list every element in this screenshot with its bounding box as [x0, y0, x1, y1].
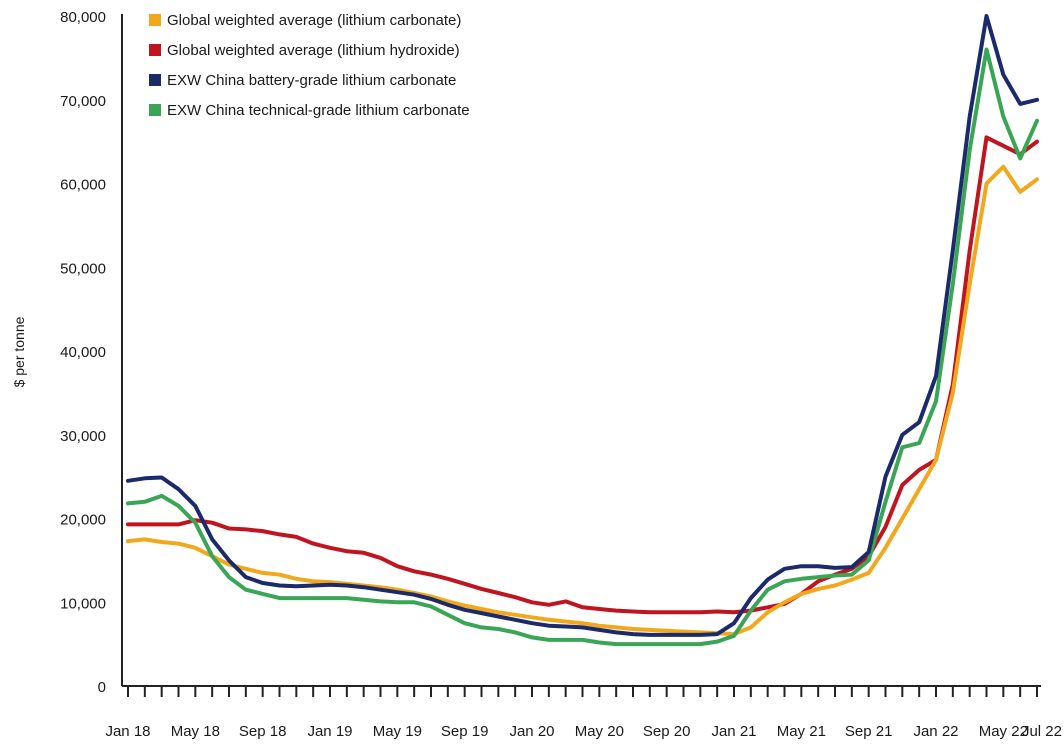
legend: Global weighted average (lithium carbona… — [149, 12, 470, 119]
y-tick-label: 50,000 — [60, 260, 106, 277]
series-line — [126, 47, 1039, 647]
x-tick-label: May 20 — [575, 723, 624, 740]
y-tick-label: 80,000 — [60, 9, 106, 26]
x-tick-label: Sep 18 — [239, 723, 287, 740]
y-tick-label: 30,000 — [60, 428, 106, 445]
x-tick-label: Jan 20 — [509, 723, 554, 740]
x-tick-label: Jan 21 — [711, 723, 756, 740]
x-tick-label: May 21 — [777, 723, 826, 740]
legend-swatch — [149, 74, 161, 86]
y-axis-label: $ per tonne — [11, 316, 27, 387]
x-tick-label: May 18 — [171, 723, 220, 740]
y-tick-label: 0 — [98, 679, 106, 696]
legend-label: Global weighted average (lithium carbona… — [167, 12, 461, 29]
x-axis: Jan 18 May 18 Sep 18 Jan 19 May 19 Sep 19 Jan … — [105, 685, 1062, 740]
x-tick-label: May 19 — [373, 723, 422, 740]
series-line — [126, 135, 1039, 615]
legend-swatch — [149, 44, 161, 56]
legend-swatch — [149, 104, 161, 116]
x-tick-label: Jul 22 — [1022, 723, 1062, 740]
legend-label: EXW China technical-grade lithium carbon… — [167, 102, 470, 119]
y-tick-label: 40,000 — [60, 344, 106, 361]
x-tick-label: Sep 19 — [441, 723, 489, 740]
y-tick-label: 10,000 — [60, 595, 106, 612]
series-line — [126, 164, 1039, 637]
x-tick-label: Jan 18 — [105, 723, 150, 740]
legend-label: EXW China battery-grade lithium carbonat… — [167, 72, 456, 89]
legend-swatch — [149, 14, 161, 26]
x-tick-label: Jan 19 — [307, 723, 352, 740]
y-axis: 0 10,000 20,000 30,000 40,000 50,000 60,000 70,… — [60, 9, 123, 696]
legend-label: Global weighted average (lithium hydroxi… — [167, 42, 460, 59]
x-tick-label: May 22 — [979, 723, 1028, 740]
series-lines — [126, 14, 1039, 647]
x-tick-label: Sep 21 — [845, 723, 893, 740]
series-line — [126, 14, 1039, 637]
y-tick-label: 60,000 — [60, 177, 106, 194]
y-tick-label: 70,000 — [60, 93, 106, 110]
x-tick-label: Sep 20 — [643, 723, 691, 740]
y-tick-label: 20,000 — [60, 512, 106, 529]
x-tick-label: Jan 22 — [913, 723, 958, 740]
